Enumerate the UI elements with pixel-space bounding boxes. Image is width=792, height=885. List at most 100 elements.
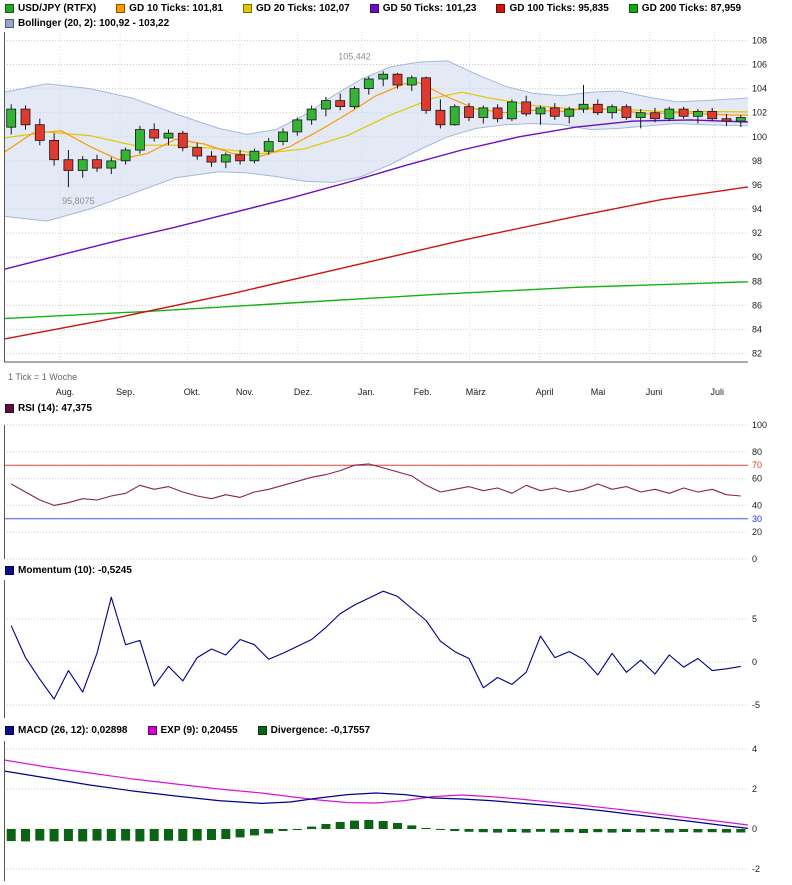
momentum-legend-label: Momentum (10): -0,5245 [18,565,132,576]
y-tick-label: 84 [752,324,762,334]
y-tick-label: 98 [752,156,762,166]
gd200-line [3,281,749,320]
x-month-label: Juni [646,387,663,397]
x-month-label: Jan. [358,387,375,397]
bollinger-lower-line [3,122,749,222]
usdjpy-swatch-icon [5,4,14,13]
y-tick-label: 20 [752,527,762,537]
macd-line [3,770,749,829]
y-tick-label: 104 [752,84,767,94]
legend-item-gd200: GD 200 Ticks: 87,959 [628,2,742,15]
rsi-chart: 100 80 70 60 40 30 20 0 [4,420,767,562]
y-tick-label: 80 [752,447,762,457]
y-tick-label: 0 [752,554,757,562]
macd-chart: 4 2 0 -2 [3,741,760,881]
y-tick-label: 4 [752,744,757,754]
gd100-line [3,186,749,340]
exp-legend-label: EXP (9): 0,20455 [160,725,238,736]
momentum-panel: Momentum (10): -0,5245 5 0 -5 [0,562,792,722]
gd200-swatch-icon [628,4,638,13]
y-tick-label: 102 [752,108,767,118]
y-tick-label: 92 [752,228,762,238]
gd200-legend-label: GD 200 Ticks: 87,959 [641,3,742,14]
legend-item-gd50: GD 50 Ticks: 101,23 [369,2,477,15]
rsi-legend-row: RSI (14): 47,375 [0,402,792,415]
candlesticks [6,71,746,188]
tick-scale-note: 1 Tick = 1 Woche [8,372,77,382]
rsi-legend-label: RSI (14): 47,375 [18,403,92,414]
y-tick-label: 2 [752,784,757,794]
price-annotation: 105,442 [338,52,371,62]
y-tick-label: -5 [752,700,760,710]
y-tick-label: 70 [752,460,762,470]
legend-item-usdjpy: USD/JPY (RTFX) [5,2,96,15]
exp-line [3,759,749,826]
gridlines [4,618,748,706]
y-tick-label: 96 [752,180,762,190]
legend-item-momentum: Momentum (10): -0,5245 [5,564,132,577]
y-tick-label: 86 [752,300,762,310]
gd50-line [3,119,749,270]
price-panel: USD/JPY (RTFX) GD 10 Ticks: 101,81 GD 20 T… [0,0,792,400]
usdjpy-legend-label: USD/JPY (RTFX) [18,3,97,14]
y-tick-label: 108 [752,35,767,45]
legend-item-exp: EXP (9): 0,20455 [147,724,238,737]
x-month-label: Feb. [414,387,432,397]
x-month-label: Sep. [116,387,135,397]
legend-item-gd100: GD 100 Ticks: 95,835 [496,2,609,15]
y-tick-label: -2 [752,864,760,874]
gd10-line [3,81,749,161]
y-tick-label: 82 [752,349,762,359]
bollinger-swatch-icon [5,19,14,28]
legend-item-bollinger: Bollinger (20, 2): 100,92 - 103,22 [5,17,169,30]
exp-swatch-icon [147,726,157,735]
rsi-panel: RSI (14): 47,375 100 80 70 60 40 30 20 0 [0,400,792,562]
macd-legend-label: MACD (26, 12): 0,02898 [18,725,128,736]
momentum-chart: 5 0 -5 [4,580,760,718]
y-tick-label: 88 [752,276,762,286]
momentum-legend-row: Momentum (10): -0,5245 [0,564,792,577]
gd50-swatch-icon [369,4,379,13]
y-tick-label: 100 [752,420,767,430]
bollinger-legend-row: Bollinger (20, 2): 100,92 - 103,22 [0,17,792,30]
y-tick-label: 106 [752,60,767,70]
gd50-legend-label: GD 50 Ticks: 101,23 [382,3,477,14]
divergence-histogram [6,820,746,842]
gd20-swatch-icon [242,4,252,13]
macd-legend-row: MACD (26, 12): 0,02898 EXP (9): 0,20455 Di… [0,724,792,737]
rsi-swatch-icon [5,404,14,413]
y-tick-label: 0 [752,657,757,667]
y-tick-label: 60 [752,474,762,484]
x-month-label: Aug. [56,387,75,397]
x-month-label: Dez. [294,387,313,397]
legend-item-divergence: Divergence: -0,17557 [257,724,371,737]
x-month-label: Juli [711,387,725,397]
y-tick-label: 30 [752,514,762,524]
bollinger-band [4,60,748,222]
bollinger-upper-line [3,60,749,135]
gridlines [4,424,748,560]
price-legend-row: USD/JPY (RTFX) GD 10 Ticks: 101,81 GD 20 T… [0,2,792,15]
y-tick-label: 0 [752,824,757,834]
gridlines [4,748,748,870]
price-annotation: 95,8075 [62,196,95,206]
x-month-label: Nov. [236,387,254,397]
gd10-legend-label: GD 10 Ticks: 101,81 [129,3,223,14]
divergence-swatch-icon [257,726,267,735]
x-month-label: Mai [591,387,606,397]
gd100-swatch-icon [496,4,506,13]
gd100-legend-label: GD 100 Ticks: 95,835 [509,3,609,14]
momentum-swatch-icon [5,566,14,575]
price-chart: 108 106 104 102 100 98 96 94 92 90 88 86 84 82 Aug. Sep… [3,32,767,397]
x-month-label: März [466,387,486,397]
bollinger-legend-label: Bollinger (20, 2): 100,92 - 103,22 [18,18,170,29]
legend-item-gd20: GD 20 Ticks: 102,07 [242,2,350,15]
y-tick-label: 90 [752,252,762,262]
macd-swatch-icon [5,726,14,735]
divergence-legend-label: Divergence: -0,17557 [270,725,371,736]
rsi-line [10,463,741,506]
x-month-label: April [536,387,554,397]
y-tick-label: 94 [752,204,762,214]
gd20-legend-label: GD 20 Ticks: 102,07 [255,3,350,14]
